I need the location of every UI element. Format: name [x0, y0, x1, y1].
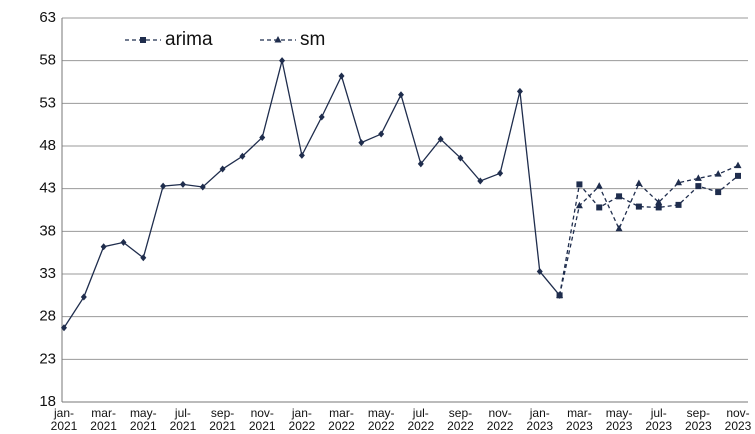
- marker: [556, 291, 564, 298]
- x-tick-label: jul-2022: [407, 406, 435, 433]
- x-tick-label: sep-2023: [684, 406, 712, 433]
- legend-label: sm: [300, 29, 325, 50]
- x-tick-label: jan-2021: [50, 406, 78, 433]
- marker: [120, 238, 127, 246]
- y-tick-label: 63: [39, 9, 56, 26]
- y-tick-label: 23: [39, 350, 56, 367]
- marker: [675, 178, 683, 186]
- y-tick-label: 48: [39, 137, 56, 154]
- marker: [575, 201, 583, 209]
- marker: [358, 139, 365, 147]
- x-tick-label: jan-2022: [288, 406, 316, 433]
- x-tick-label: sep-2021: [209, 406, 236, 433]
- marker: [635, 179, 643, 187]
- series-line: [63, 60, 561, 329]
- marker: [616, 193, 623, 200]
- marker: [694, 174, 702, 181]
- marker: [199, 183, 206, 191]
- x-tick-label: jul-2021: [169, 406, 197, 433]
- x-tick-label: sep-2022: [447, 406, 474, 433]
- marker: [734, 161, 742, 169]
- marker: [655, 198, 663, 205]
- marker: [457, 154, 464, 162]
- x-tick-label: jul-2023: [645, 406, 673, 433]
- x-tick-label: may-2022: [367, 406, 395, 433]
- marker: [735, 172, 741, 179]
- marker: [536, 267, 543, 275]
- marker: [259, 133, 266, 141]
- y-tick-label: 38: [39, 222, 56, 239]
- y-tick-label: 58: [39, 52, 56, 69]
- marker: [417, 160, 424, 168]
- series-line: [558, 175, 739, 296]
- marker: [61, 324, 67, 332]
- marker: [437, 135, 444, 143]
- marker: [80, 293, 87, 301]
- marker: [714, 170, 722, 177]
- x-tick-label: mar-2022: [328, 406, 355, 433]
- marker: [274, 36, 282, 43]
- x-tick-label: mar-2023: [566, 406, 593, 433]
- marker: [279, 57, 286, 65]
- x-tick-label: nov-2022: [486, 406, 514, 433]
- x-tick-label: nov-2023: [724, 406, 752, 433]
- marker: [298, 151, 305, 159]
- marker: [318, 113, 325, 121]
- marker: [179, 180, 186, 188]
- marker: [497, 169, 504, 177]
- y-tick-label: 28: [39, 308, 56, 325]
- x-tick-label: mar-2021: [90, 406, 117, 433]
- marker: [615, 224, 623, 232]
- marker: [635, 203, 642, 210]
- y-tick-label: 33: [39, 265, 56, 282]
- marker: [695, 183, 702, 190]
- marker: [675, 201, 682, 208]
- marker: [596, 204, 603, 211]
- x-tick-label: may-2023: [605, 406, 633, 433]
- y-tick-label: 43: [39, 180, 56, 197]
- x-tick-label: may-2021: [129, 406, 157, 433]
- marker: [140, 254, 147, 262]
- marker: [239, 152, 246, 160]
- marker: [398, 91, 404, 99]
- marker: [477, 177, 484, 185]
- legend-label: arima: [165, 29, 213, 50]
- marker: [715, 189, 722, 196]
- marker: [338, 72, 345, 80]
- marker: [655, 204, 662, 211]
- x-tick-label: nov-2021: [248, 406, 276, 433]
- marker: [576, 181, 583, 188]
- marker: [140, 37, 146, 43]
- marker: [219, 165, 226, 173]
- y-tick-label: 18: [39, 393, 56, 410]
- x-tick-label: jan-2023: [526, 406, 554, 433]
- marker: [100, 243, 107, 251]
- marker: [516, 87, 523, 95]
- marker: [595, 182, 603, 189]
- y-tick-label: 53: [39, 94, 56, 111]
- marker: [160, 182, 167, 190]
- series-line: [558, 165, 739, 296]
- marker: [378, 130, 385, 138]
